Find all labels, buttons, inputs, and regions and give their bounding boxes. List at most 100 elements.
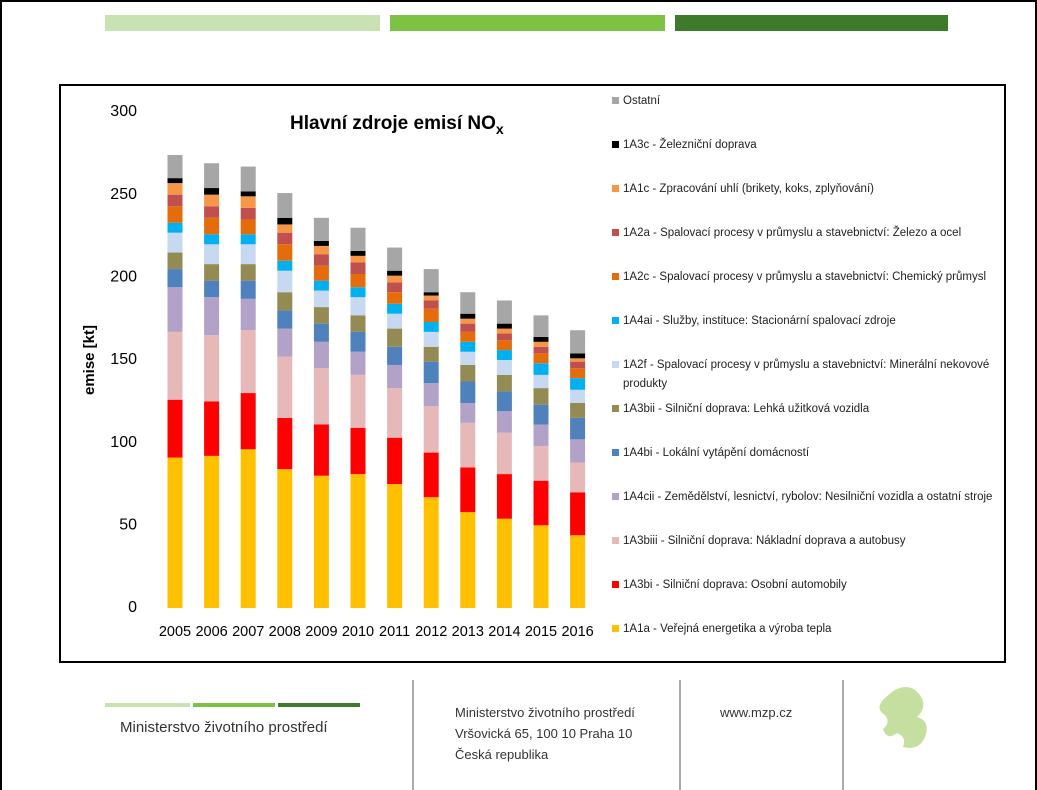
bar-segment bbox=[204, 280, 220, 298]
bar-segment bbox=[460, 323, 476, 332]
deco-bar bbox=[105, 15, 380, 31]
legend-swatch bbox=[612, 405, 619, 412]
bar-segment bbox=[240, 449, 256, 608]
legend-swatch bbox=[612, 537, 619, 544]
x-tick-label: 2006 bbox=[195, 624, 227, 640]
bar-segment bbox=[204, 234, 220, 245]
bar-segment bbox=[350, 287, 366, 298]
bar-segment bbox=[496, 518, 512, 608]
bar-segment bbox=[313, 424, 329, 476]
bar-segment bbox=[423, 383, 439, 407]
bar-segment bbox=[277, 224, 293, 233]
bar-segment bbox=[167, 154, 183, 179]
bar-segment bbox=[387, 282, 403, 293]
website: www.mzp.cz bbox=[720, 705, 793, 720]
legend-label: 1A1c - Zpracování uhlí (brikety, koks, z… bbox=[623, 183, 874, 195]
legend-item: 1A2c - Spalovací procesy v průmyslu a st… bbox=[612, 268, 995, 287]
bar-segment bbox=[496, 350, 512, 360]
bar-segment bbox=[533, 353, 549, 364]
legend-label: 1A4ai - Služby, instituce: Stacionární s… bbox=[623, 315, 896, 327]
bar-segment bbox=[350, 331, 366, 352]
legend-label: 1A2a - Spalovací procesy v průmyslu a st… bbox=[623, 227, 962, 239]
bar-segment bbox=[387, 388, 403, 438]
bar-segment bbox=[313, 245, 329, 255]
legend-label: 1A3bii - Silniční doprava: Lehká užitkov… bbox=[623, 403, 870, 415]
legend-swatch bbox=[612, 493, 619, 500]
bar-segment bbox=[496, 411, 512, 433]
bar-segment bbox=[277, 356, 293, 418]
title-subscript: x bbox=[496, 121, 504, 137]
bar-segment bbox=[350, 351, 366, 375]
legend-label: 1A4cii - Zemědělství, lesnictví, rybolov… bbox=[623, 491, 993, 503]
x-tick-label: 2012 bbox=[415, 624, 447, 640]
bar-segment bbox=[350, 427, 366, 475]
bar-segment bbox=[423, 269, 439, 293]
bar-segment bbox=[167, 457, 183, 608]
bar-segment bbox=[460, 331, 476, 342]
bar-segment bbox=[423, 295, 439, 301]
bar-segment bbox=[460, 313, 476, 319]
bar-segment bbox=[204, 297, 220, 336]
bar-segment bbox=[167, 269, 183, 288]
bar-segment bbox=[533, 346, 549, 354]
bar-segment bbox=[204, 194, 220, 207]
bar-segment bbox=[460, 364, 476, 382]
bar-segment bbox=[533, 445, 549, 481]
bar-segment bbox=[533, 363, 549, 375]
bar-segment bbox=[423, 308, 439, 322]
bar-segment bbox=[387, 292, 403, 304]
bar-segment bbox=[167, 252, 183, 270]
bar-segment bbox=[240, 244, 256, 265]
bar-segment bbox=[277, 292, 293, 311]
bar-segment bbox=[387, 437, 403, 484]
deco-bar bbox=[675, 15, 948, 31]
bar-segment bbox=[167, 183, 183, 195]
bar-segment bbox=[423, 331, 439, 347]
bar-segment bbox=[350, 274, 366, 288]
bar-segment bbox=[240, 234, 256, 245]
bar-segment bbox=[313, 240, 329, 246]
legend-item: 1A3bi - Silniční doprava: Osobní automob… bbox=[612, 576, 995, 595]
bar-segment bbox=[460, 402, 476, 423]
bar-segment bbox=[350, 297, 366, 316]
legend-swatch bbox=[612, 97, 619, 104]
legend-label: 1A3c - Železniční doprava bbox=[623, 139, 757, 151]
bar-segment bbox=[460, 467, 476, 513]
x-tick-label: 2011 bbox=[379, 624, 410, 640]
legend-item: 1A1c - Zpracování uhlí (brikety, koks, z… bbox=[612, 180, 995, 199]
bar-segment bbox=[570, 439, 586, 463]
bar-segment bbox=[496, 340, 512, 351]
bar-segment bbox=[387, 328, 403, 347]
bar-segment bbox=[167, 399, 183, 458]
bar-segment bbox=[533, 388, 549, 405]
x-tick-label: 2005 bbox=[159, 624, 191, 640]
bar-segment bbox=[533, 374, 549, 389]
legend-item: 1A4bi - Lokální vytápění domácností bbox=[612, 444, 995, 463]
bar-segment bbox=[313, 290, 329, 308]
logo bbox=[879, 686, 927, 748]
legend-swatch bbox=[612, 229, 619, 236]
bar-segment bbox=[387, 346, 403, 365]
legend-label: 1A3bi - Silniční doprava: Osobní automob… bbox=[623, 579, 847, 591]
bar-segment bbox=[277, 244, 293, 261]
bar-segment bbox=[350, 250, 366, 256]
bar-segment bbox=[240, 166, 256, 192]
bar-segment bbox=[277, 310, 293, 329]
legend-label: 1A1a - Veřejná energetika a výroba tepla bbox=[623, 623, 832, 635]
bar-segment bbox=[423, 361, 439, 384]
bar-segment bbox=[204, 264, 220, 281]
legend-swatch bbox=[612, 625, 619, 632]
bar-segment bbox=[460, 318, 476, 324]
bar-segment bbox=[277, 232, 293, 245]
bar-segment bbox=[313, 475, 329, 608]
bar-segment bbox=[423, 452, 439, 498]
bar-segment bbox=[460, 381, 476, 403]
bar-segment bbox=[570, 492, 586, 536]
bar-segment bbox=[533, 341, 549, 347]
bar-segment bbox=[313, 265, 329, 281]
bar-segment bbox=[496, 432, 512, 475]
bar-segment bbox=[387, 313, 403, 329]
bar-segment bbox=[570, 378, 586, 390]
legend-item: Ostatní bbox=[612, 92, 995, 111]
legend-label: 1A2f - Spalovací procesy v průmyslu a st… bbox=[623, 359, 990, 390]
